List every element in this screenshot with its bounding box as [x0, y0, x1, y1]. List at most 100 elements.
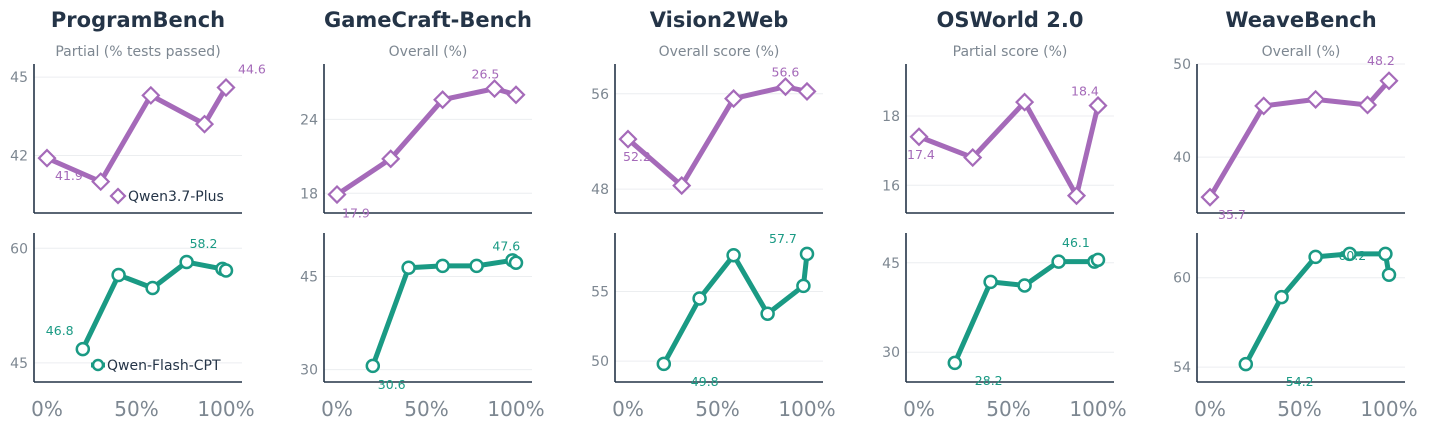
- bottom-series-line: [952, 257, 1101, 366]
- x-tick-label: 0%: [31, 397, 63, 421]
- y-tick-label: 16: [882, 178, 900, 194]
- data-point-circle: [1308, 249, 1323, 265]
- data-point-diamond: [37, 148, 57, 168]
- y-tick-label: 40: [1173, 150, 1191, 166]
- data-point-diamond: [775, 77, 796, 97]
- chart-subtitle: Partial score (%): [953, 44, 1068, 60]
- bottom-series-line: [80, 259, 229, 352]
- legend-label-bottom: Qwen-Flash-CPT: [107, 358, 221, 374]
- data-point-diamond: [724, 89, 744, 109]
- x-tick-label: 100%: [197, 397, 254, 421]
- y-tick-label: 56: [591, 87, 609, 103]
- data-point-diamond: [1306, 89, 1326, 109]
- data-point-circle: [111, 267, 126, 283]
- y-tick-label: 18: [300, 186, 318, 202]
- data-point-circle: [1017, 278, 1032, 293]
- chart-panel-2: GameCraft-Bench Overall (%) 18 24 17.9 26.5 30…: [300, 8, 544, 421]
- data-point-diamond: [963, 148, 983, 168]
- data-point-diamond: [506, 85, 526, 105]
- chart-title: WeaveBench: [1225, 8, 1376, 32]
- data-point-diamond: [618, 129, 638, 149]
- legend-label-top: Qwen3.7-Plus: [128, 189, 224, 205]
- chart-title: Vision2Web: [650, 8, 788, 32]
- bottom-subplot: 50 55 49.8 57.7: [591, 231, 823, 389]
- data-point-circle: [1378, 246, 1393, 262]
- data-point-circle: [179, 254, 194, 270]
- chart-subtitle: Overall (%): [1262, 44, 1341, 60]
- bottom-series-line: [661, 251, 810, 367]
- x-tick-label: 50%: [114, 397, 158, 421]
- data-point-circle: [983, 274, 998, 290]
- x-tick-label: 0%: [321, 397, 353, 421]
- data-label: 18.4: [1071, 84, 1099, 99]
- data-label: 17.4: [907, 147, 935, 162]
- data-point-circle: [692, 291, 707, 306]
- data-label: 44.6: [238, 62, 266, 77]
- data-point-circle: [469, 258, 484, 274]
- chart-panel-1: ProgramBench Partial (% tests passed) 42 45…: [10, 8, 266, 421]
- data-label: 35.7: [1218, 207, 1246, 222]
- x-tick-label: 100%: [1069, 397, 1126, 421]
- data-point-diamond: [1379, 71, 1399, 91]
- chart-panel-3: Vision2Web Overall score (%) 48 56 52.2 56.6 5…: [591, 8, 835, 421]
- x-tick-label: 0%: [612, 397, 644, 421]
- data-label: 49.8: [691, 374, 719, 389]
- x-tick-label: 50%: [404, 397, 448, 421]
- y-tick-label: 45: [10, 70, 28, 86]
- y-tick-label: 54: [1173, 360, 1191, 376]
- data-point-circle: [1051, 254, 1066, 269]
- data-label: 58.2: [190, 236, 218, 251]
- data-point-circle: [760, 306, 775, 322]
- y-tick-label: 60: [1173, 271, 1191, 287]
- data-point-circle: [508, 255, 524, 271]
- data-point-diamond: [91, 172, 111, 192]
- x-tick-label: 100%: [1360, 397, 1417, 421]
- chart-panel-4: OSWorld 2.0 Partial score (%) 16 18 17.4 18.4…: [882, 8, 1126, 421]
- data-point-diamond: [1066, 186, 1087, 206]
- chart-title: OSWorld 2.0: [937, 8, 1084, 32]
- y-tick-label: 30: [882, 345, 900, 361]
- data-label: 47.6: [492, 238, 520, 253]
- bottom-subplot: 30 45 28.2 46.1: [882, 233, 1114, 388]
- data-point-circle: [75, 341, 91, 357]
- data-label: 30.6: [378, 377, 406, 392]
- data-label: 46.1: [1062, 235, 1090, 250]
- data-label: 26.5: [472, 67, 500, 82]
- data-point-diamond: [1200, 187, 1220, 207]
- y-tick-label: 30: [300, 363, 318, 379]
- legend-marker-diamond: [109, 187, 127, 205]
- data-point-circle: [365, 358, 381, 374]
- data-point-diamond: [1015, 92, 1035, 112]
- top-series-line: [1207, 78, 1392, 200]
- data-point-circle: [1090, 252, 1106, 268]
- chart-title: GameCraft-Bench: [324, 8, 532, 32]
- data-label: 60.2: [1338, 248, 1366, 263]
- data-point-diamond: [141, 85, 161, 105]
- data-point-diamond: [381, 149, 401, 169]
- data-point-circle: [1381, 267, 1397, 282]
- data-label: 46.8: [46, 323, 74, 338]
- data-label: 56.6: [772, 65, 800, 80]
- data-label: 57.7: [769, 231, 797, 246]
- data-point-circle: [1342, 246, 1357, 262]
- x-tick-label: 50%: [695, 397, 739, 421]
- x-tick-label: 50%: [986, 397, 1030, 421]
- data-point-diamond: [216, 77, 236, 98]
- y-tick-label: 18: [882, 109, 900, 125]
- data-point-circle: [796, 278, 811, 294]
- data-point-circle: [1238, 356, 1254, 372]
- y-tick-label: 50: [1173, 57, 1191, 73]
- data-point-diamond: [1088, 96, 1108, 116]
- data-point-diamond: [672, 176, 692, 196]
- data-label: 54.2: [1286, 374, 1314, 389]
- data-label: 52.2: [623, 149, 651, 164]
- bottom-subplot: 30 45 30.6 47.6: [300, 233, 532, 392]
- chart-subtitle: Overall score (%): [659, 44, 780, 60]
- y-tick-label: 50: [591, 354, 609, 370]
- data-label: 41.9: [55, 168, 83, 183]
- x-tick-label: 0%: [1194, 397, 1226, 421]
- data-point-diamond: [1357, 95, 1378, 115]
- y-tick-label: 42: [10, 148, 28, 164]
- bottom-series-line: [1243, 251, 1392, 367]
